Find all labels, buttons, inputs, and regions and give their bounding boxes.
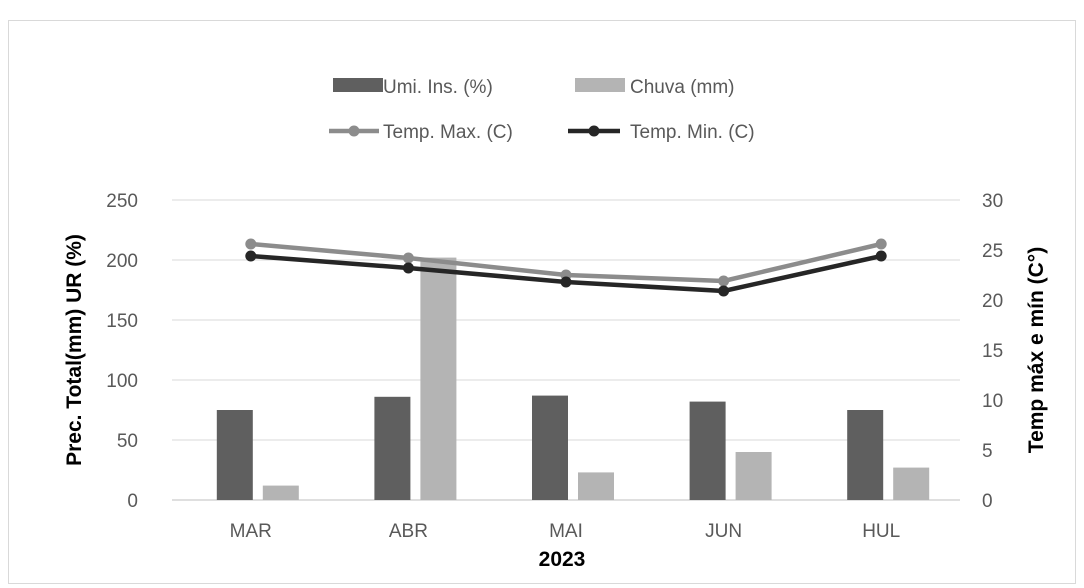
line-point bbox=[718, 275, 730, 287]
left-axis-title: Prec. Total(mm) UR (%) bbox=[63, 234, 86, 466]
legend-label: Umi. Ins. (%) bbox=[383, 77, 493, 98]
right-axis-tick-label: 30 bbox=[982, 191, 1003, 212]
bar bbox=[578, 472, 614, 500]
line-point bbox=[402, 262, 414, 274]
left-axis-tick-label: 0 bbox=[127, 491, 138, 512]
line-point bbox=[560, 276, 572, 288]
bar bbox=[689, 401, 726, 500]
left-axis-tick-label: 150 bbox=[106, 311, 138, 332]
left-axis-ticks: 0 50 100 150 200 250 bbox=[106, 191, 138, 512]
legend-marker bbox=[348, 125, 360, 137]
legend-label: Chuva (mm) bbox=[630, 77, 735, 98]
left-axis-tick-label: 250 bbox=[106, 191, 138, 212]
right-axis-title: Temp máx e mín (C°) bbox=[1025, 247, 1048, 453]
legend-swatch bbox=[333, 78, 383, 92]
line-point bbox=[245, 238, 257, 250]
line-point bbox=[875, 250, 887, 262]
right-axis-tick-label: 15 bbox=[982, 341, 1003, 362]
bar bbox=[374, 396, 411, 500]
legend: Umi. Ins. (%) Chuva (mm) Temp. Max. (C) Tem… bbox=[329, 77, 755, 143]
bar bbox=[735, 452, 772, 500]
x-axis-tick-label: HUL bbox=[862, 521, 900, 542]
right-axis-tick-label: 10 bbox=[982, 391, 1003, 412]
legend-label: Temp. Max. (C) bbox=[383, 122, 513, 143]
line-series bbox=[245, 238, 887, 297]
left-axis-tick-label: 200 bbox=[106, 251, 138, 272]
bar bbox=[847, 410, 884, 500]
bar bbox=[532, 395, 568, 500]
legend-swatch bbox=[575, 78, 625, 92]
x-axis-tick-label: ABR bbox=[389, 521, 428, 542]
legend-marker bbox=[588, 125, 600, 137]
x-axis-tick-label: MAI bbox=[549, 521, 583, 542]
line-point bbox=[718, 285, 730, 297]
line-point bbox=[875, 238, 887, 250]
x-axis-tick-label: MAR bbox=[230, 521, 272, 542]
x-axis-ticks: MAR ABR MAI JUN HUL bbox=[230, 521, 901, 542]
right-axis-tick-label: 0 bbox=[982, 491, 993, 512]
right-axis-ticks: 0 5 10 15 20 25 30 bbox=[982, 191, 1003, 512]
bar bbox=[262, 485, 299, 500]
line-point bbox=[245, 250, 257, 262]
right-axis-tick-label: 20 bbox=[982, 291, 1003, 312]
x-axis-tick-label: JUN bbox=[705, 521, 742, 542]
right-axis-tick-label: 25 bbox=[982, 241, 1003, 262]
left-axis-tick-label: 100 bbox=[106, 371, 138, 392]
legend-label: Temp. Min. (C) bbox=[630, 122, 755, 143]
bar bbox=[893, 467, 930, 500]
left-axis-tick-label: 50 bbox=[117, 431, 138, 452]
line-point bbox=[402, 252, 414, 264]
bar bbox=[216, 410, 253, 500]
right-axis-tick-label: 5 bbox=[982, 441, 993, 462]
bar-series bbox=[216, 257, 930, 500]
bar bbox=[420, 257, 457, 500]
x-axis-title: 2023 bbox=[539, 548, 586, 571]
